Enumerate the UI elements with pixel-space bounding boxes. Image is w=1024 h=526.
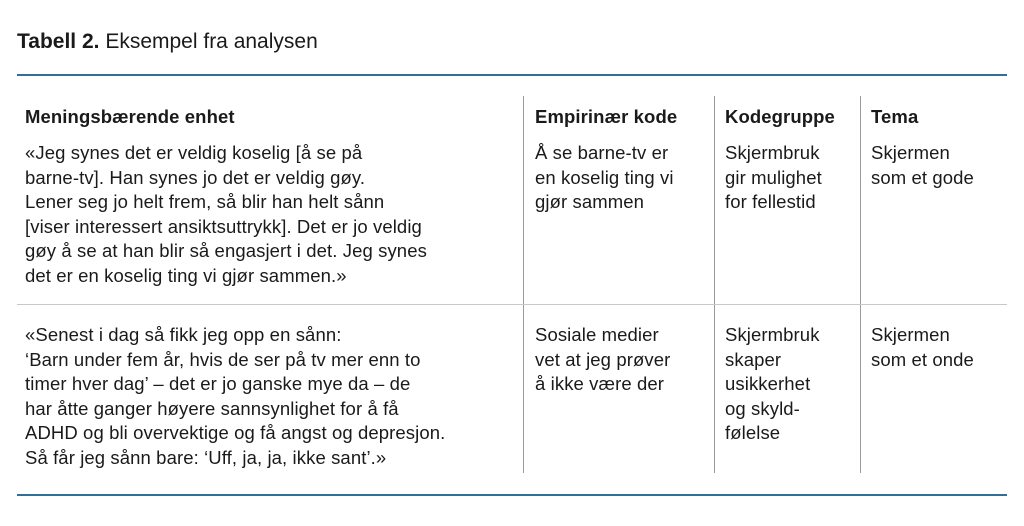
column-divider xyxy=(714,96,715,473)
header-meningsbaerende-enhet: Meningsbærende enhet xyxy=(25,106,235,127)
cell-theme: Skjermen som et gode xyxy=(871,142,974,188)
header-tema: Tema xyxy=(871,106,919,127)
bottom-rule xyxy=(17,494,1007,496)
cell-quote: «Jeg synes det er veldig koselig [å se p… xyxy=(25,142,427,286)
cell-theme: Skjermen som et onde xyxy=(871,324,974,370)
caption-label: Tabell 2. xyxy=(17,30,100,53)
caption-text: Eksempel fra analysen xyxy=(99,30,318,53)
cell-code: Sosiale medier vet at jeg prøver å ikke … xyxy=(535,324,671,394)
row-divider xyxy=(17,304,1007,305)
column-divider xyxy=(860,96,861,473)
header-empirinaer-kode: Empirinær kode xyxy=(535,106,678,127)
table-caption: Tabell 2. Eksempel fra analysen xyxy=(17,30,318,54)
top-rule xyxy=(17,74,1007,76)
column-divider xyxy=(523,96,524,473)
cell-code: Å se barne-tv er en koselig ting vi gjør… xyxy=(535,142,674,212)
header-kodegruppe: Kodegruppe xyxy=(725,106,835,127)
cell-code-group: Skjermbruk gir mulighet for fellestid xyxy=(725,142,822,212)
cell-code-group: Skjermbruk skaper usikkerhet og skyld- f… xyxy=(725,324,820,443)
cell-quote: «Senest i dag så fikk jeg opp en sånn: ‘… xyxy=(25,324,446,468)
